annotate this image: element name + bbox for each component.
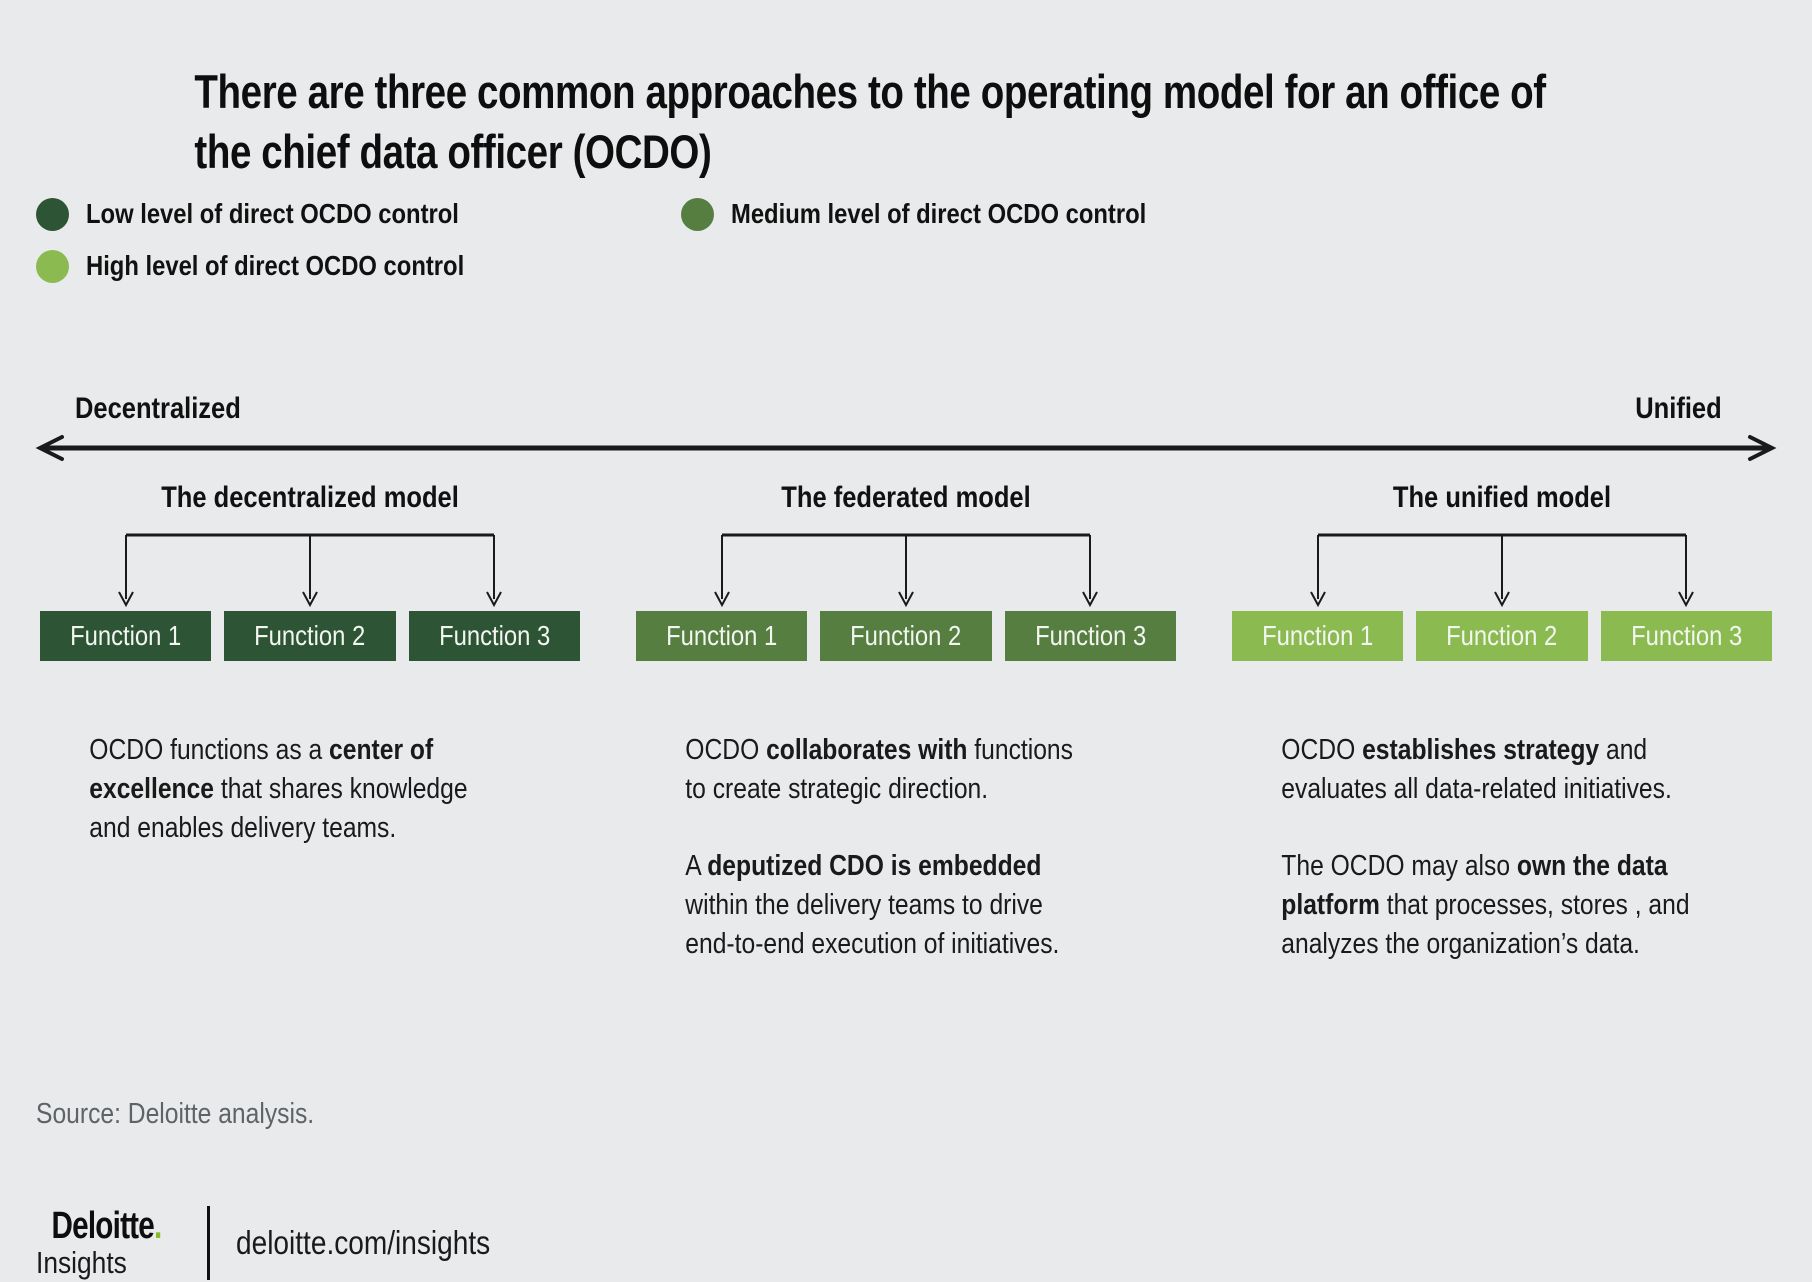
bracket-arrows-icon xyxy=(714,533,1098,608)
function-box-label: Function 3 xyxy=(438,620,550,651)
models-row: The decentralized model Function 1 Functi… xyxy=(40,479,1772,1002)
legend-label: Low level of direct OCDO control xyxy=(86,198,459,229)
legend-label: Medium level of direct OCDO control xyxy=(731,198,1147,229)
legend-item: High level of direct OCDO control xyxy=(36,248,531,284)
axis-label-decentralized: Decentralized xyxy=(75,392,241,425)
model-column-low: The decentralized model Function 1 Functi… xyxy=(40,479,580,1002)
function-box-label: Function 1 xyxy=(70,620,182,651)
description-paragraph: The OCDO may also own the data platform … xyxy=(1281,850,1690,960)
model-heading: The decentralized model xyxy=(161,481,459,514)
bracket-arrows-icon xyxy=(118,533,502,608)
description-paragraph: OCDO collaborates with functions to crea… xyxy=(685,734,1073,805)
description-paragraph: A deputized CDO is embedded within the d… xyxy=(685,850,1060,960)
description-paragraph: OCDO establishes strategy and evaluates … xyxy=(1281,734,1672,805)
legend-item: Low level of direct OCDO control xyxy=(36,196,525,232)
function-box: Function 1 xyxy=(40,611,212,661)
function-box-label: Function 1 xyxy=(1262,620,1374,651)
model-heading: The federated model xyxy=(781,481,1031,514)
deloitte-insights-logo: Deloitte. Insights xyxy=(36,1206,177,1280)
function-box: Function 1 xyxy=(1232,611,1404,661)
legend-color-dot-icon xyxy=(36,249,69,283)
description-paragraph: OCDO functions as a center of excellence… xyxy=(89,734,468,844)
brand-dot: . xyxy=(153,1205,162,1247)
legend-color-dot-icon xyxy=(681,197,714,231)
function-box-label: Function 2 xyxy=(850,620,962,651)
function-boxes: Function 1 Function 2 Function 3 xyxy=(40,611,580,661)
footer-url[interactable]: deloitte.com/insights xyxy=(235,1224,491,1261)
model-heading: The unified model xyxy=(1392,481,1612,514)
footer-divider xyxy=(206,1206,210,1280)
source-note: Source: Deloitte analysis. xyxy=(36,1098,315,1130)
function-box: Function 2 xyxy=(224,611,396,661)
model-column-high: The unified model Function 1 Function 2 Fu… xyxy=(1232,479,1772,1002)
function-boxes: Function 1 Function 2 Function 3 xyxy=(1232,611,1772,661)
function-box: Function 2 xyxy=(1416,611,1588,661)
legend-color-dot-icon xyxy=(36,197,69,231)
legend: Low level of direct OCDO control Medium … xyxy=(36,196,1436,306)
axis-double-arrow xyxy=(35,435,1777,461)
legend-item: Medium level of direct OCDO control xyxy=(681,196,1220,232)
function-box-label: Function 2 xyxy=(254,620,366,651)
legend-label: High level of direct OCDO control xyxy=(86,250,465,281)
model-description: OCDO establishes strategy and evaluates … xyxy=(1232,731,1691,964)
function-box: Function 3 xyxy=(408,611,580,661)
footer: Deloitte. Insights deloitte.com/insights xyxy=(36,1206,535,1280)
function-box-label: Function 3 xyxy=(1034,620,1146,651)
function-box-label: Function 2 xyxy=(1446,620,1558,651)
function-box: Function 2 xyxy=(820,611,992,661)
bracket-arrows-icon xyxy=(1310,533,1694,608)
brand-name: Deloitte. xyxy=(51,1205,163,1247)
function-box-label: Function 1 xyxy=(666,620,778,651)
function-box-label: Function 3 xyxy=(1630,620,1742,651)
function-box: Function 3 xyxy=(1004,611,1176,661)
axis-label-unified: Unified xyxy=(1635,392,1722,425)
function-box: Function 3 xyxy=(1600,611,1772,661)
model-column-medium: The federated model Function 1 Function 2… xyxy=(636,479,1176,1002)
function-box: Function 1 xyxy=(636,611,808,661)
model-description: OCDO collaborates with functions to crea… xyxy=(636,731,1095,964)
page-title: There are three common approaches to the… xyxy=(194,65,1546,178)
brand-subtitle: Insights xyxy=(36,1245,127,1280)
model-description: OCDO functions as a center of excellence… xyxy=(40,731,499,848)
function-boxes: Function 1 Function 2 Function 3 xyxy=(636,611,1176,661)
